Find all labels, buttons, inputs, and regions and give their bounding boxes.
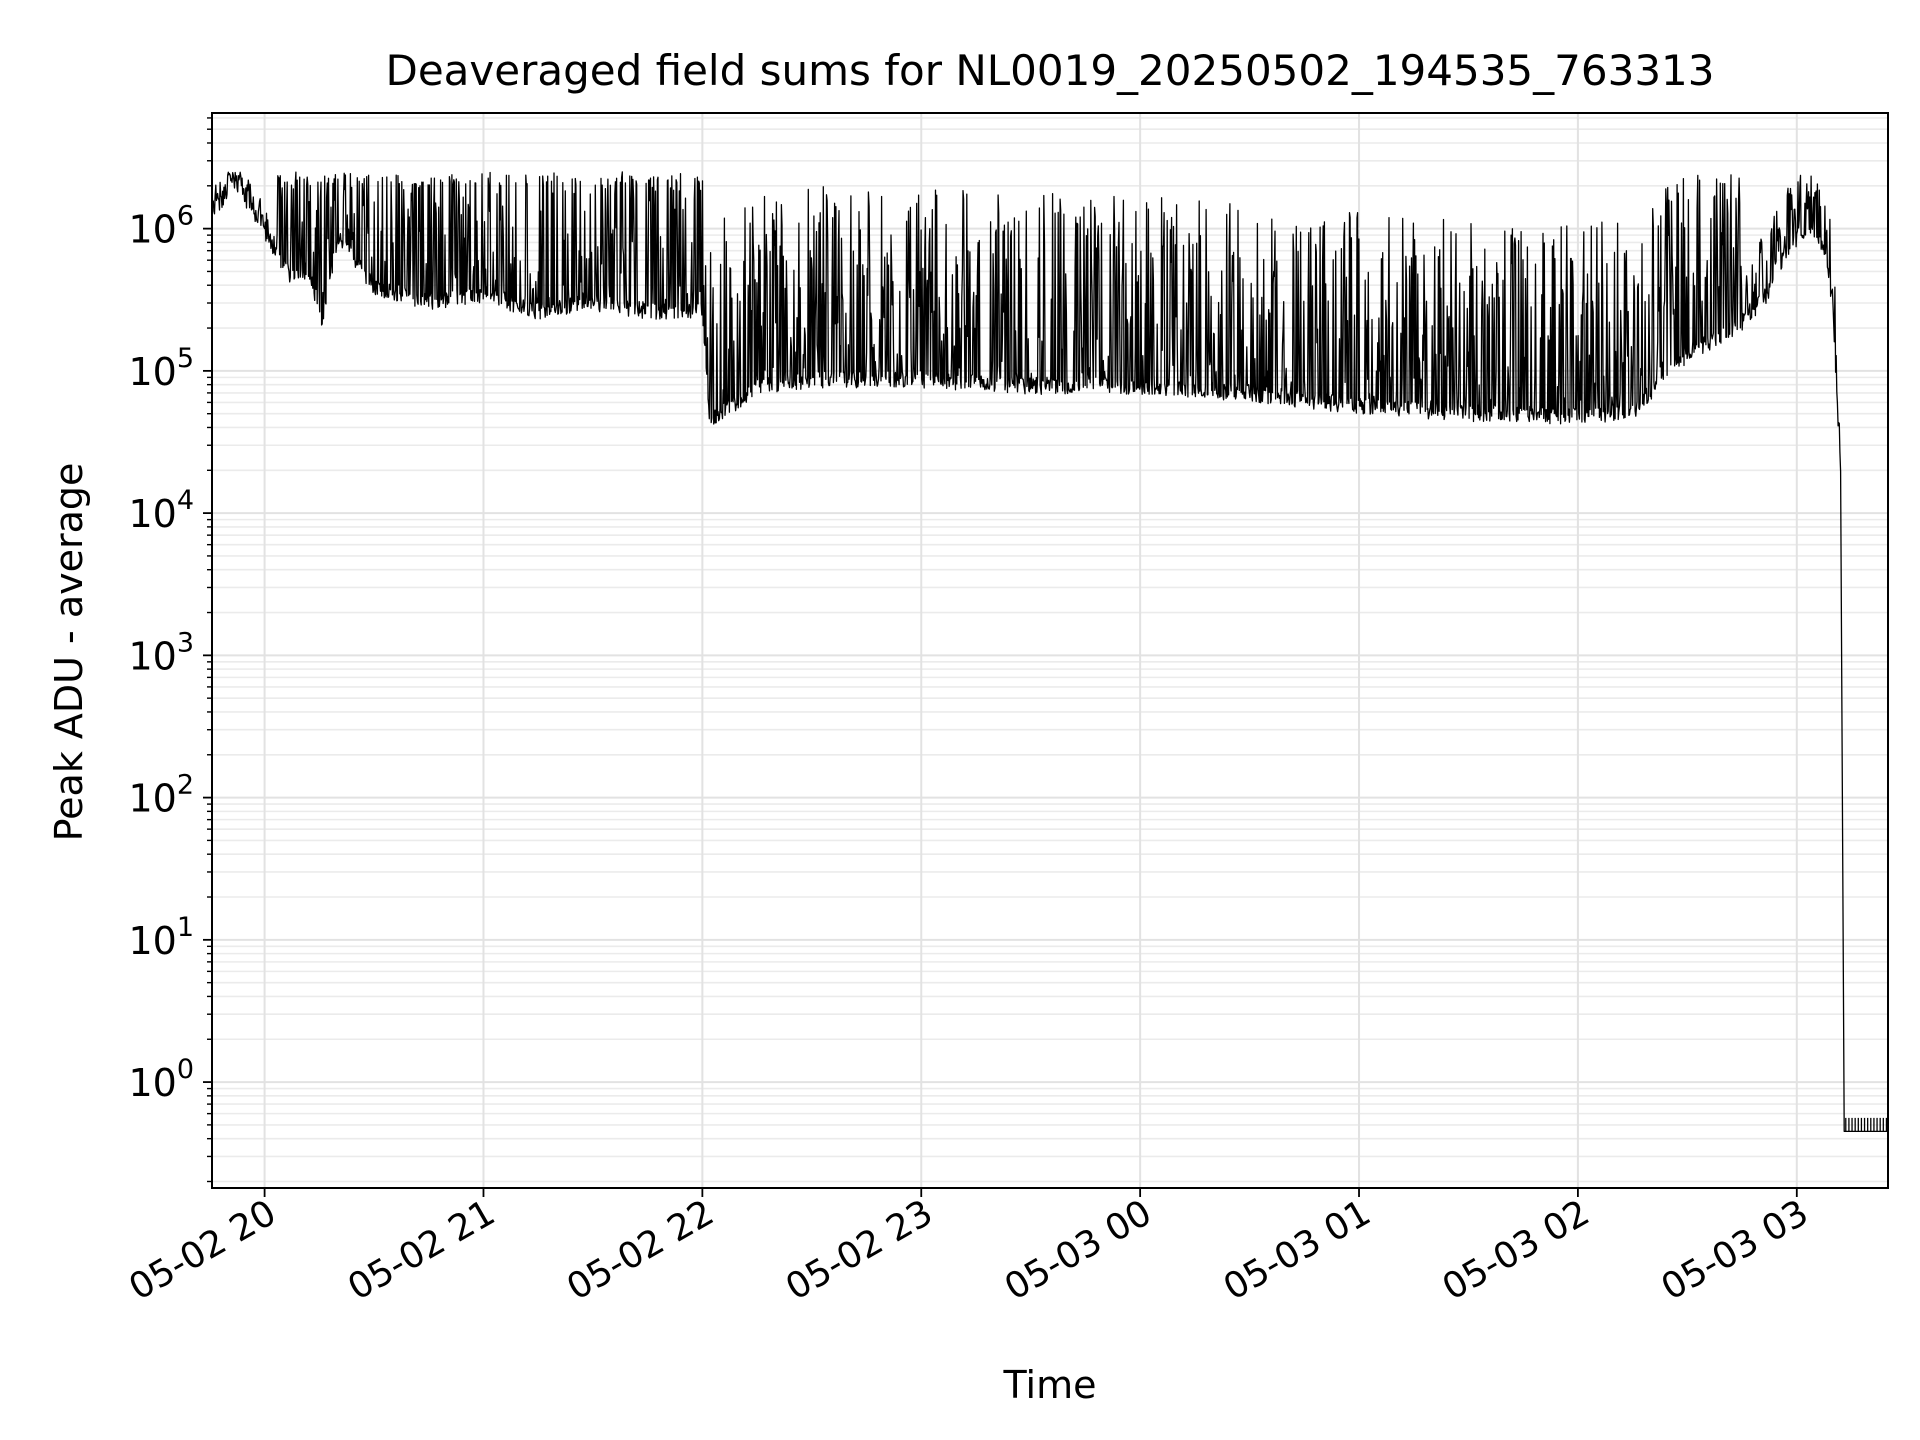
- y-axis-label: Peak ADU - average: [47, 463, 91, 842]
- y-tick-label: 103: [128, 627, 194, 678]
- chart-title: Deaveraged field sums for NL0019_2025050…: [386, 46, 1715, 95]
- axes-frame: [211, 112, 1889, 1189]
- minor-gridlines: [212, 117, 1888, 1183]
- y-tick-label: 105: [128, 343, 194, 394]
- y-tick-label: 102: [128, 770, 194, 821]
- y-tick-label: 104: [128, 485, 194, 536]
- ticks-layer: [203, 117, 1798, 1197]
- y-tick-label: 106: [128, 201, 194, 252]
- major-gridlines: [212, 113, 1888, 1188]
- x-axis-label: Time: [1003, 1363, 1097, 1407]
- series-layer: [211, 171, 1888, 1133]
- y-tick-label: 101: [128, 912, 194, 963]
- y-tick-label: 100: [128, 1054, 194, 1105]
- series-line: [211, 171, 1888, 1133]
